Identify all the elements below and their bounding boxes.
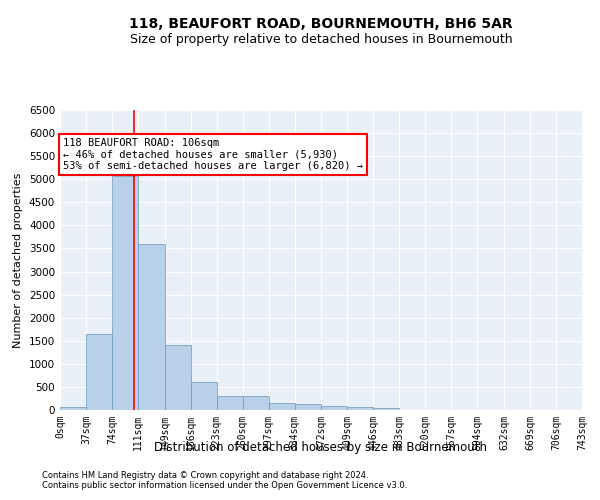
Text: Size of property relative to detached houses in Bournemouth: Size of property relative to detached ho… bbox=[130, 32, 512, 46]
Bar bbox=[322, 406, 347, 410]
Bar bbox=[295, 404, 322, 410]
Text: 118 BEAUFORT ROAD: 106sqm
← 46% of detached houses are smaller (5,930)
53% of se: 118 BEAUFORT ROAD: 106sqm ← 46% of detac… bbox=[63, 138, 363, 171]
Bar bbox=[242, 396, 269, 410]
Bar bbox=[112, 176, 138, 410]
Bar bbox=[138, 244, 164, 410]
Bar bbox=[164, 346, 191, 410]
Bar bbox=[191, 382, 217, 410]
Bar bbox=[86, 334, 112, 410]
Bar bbox=[373, 408, 400, 410]
Bar bbox=[269, 403, 295, 410]
Y-axis label: Number of detached properties: Number of detached properties bbox=[13, 172, 23, 348]
Text: 118, BEAUFORT ROAD, BOURNEMOUTH, BH6 5AR: 118, BEAUFORT ROAD, BOURNEMOUTH, BH6 5AR bbox=[129, 18, 513, 32]
Bar bbox=[60, 406, 86, 410]
Bar bbox=[347, 407, 373, 410]
Bar bbox=[217, 396, 242, 410]
Text: Distribution of detached houses by size in Bournemouth: Distribution of detached houses by size … bbox=[155, 441, 487, 454]
Text: Contains HM Land Registry data © Crown copyright and database right 2024.: Contains HM Land Registry data © Crown c… bbox=[42, 470, 368, 480]
Text: Contains public sector information licensed under the Open Government Licence v3: Contains public sector information licen… bbox=[42, 480, 407, 490]
